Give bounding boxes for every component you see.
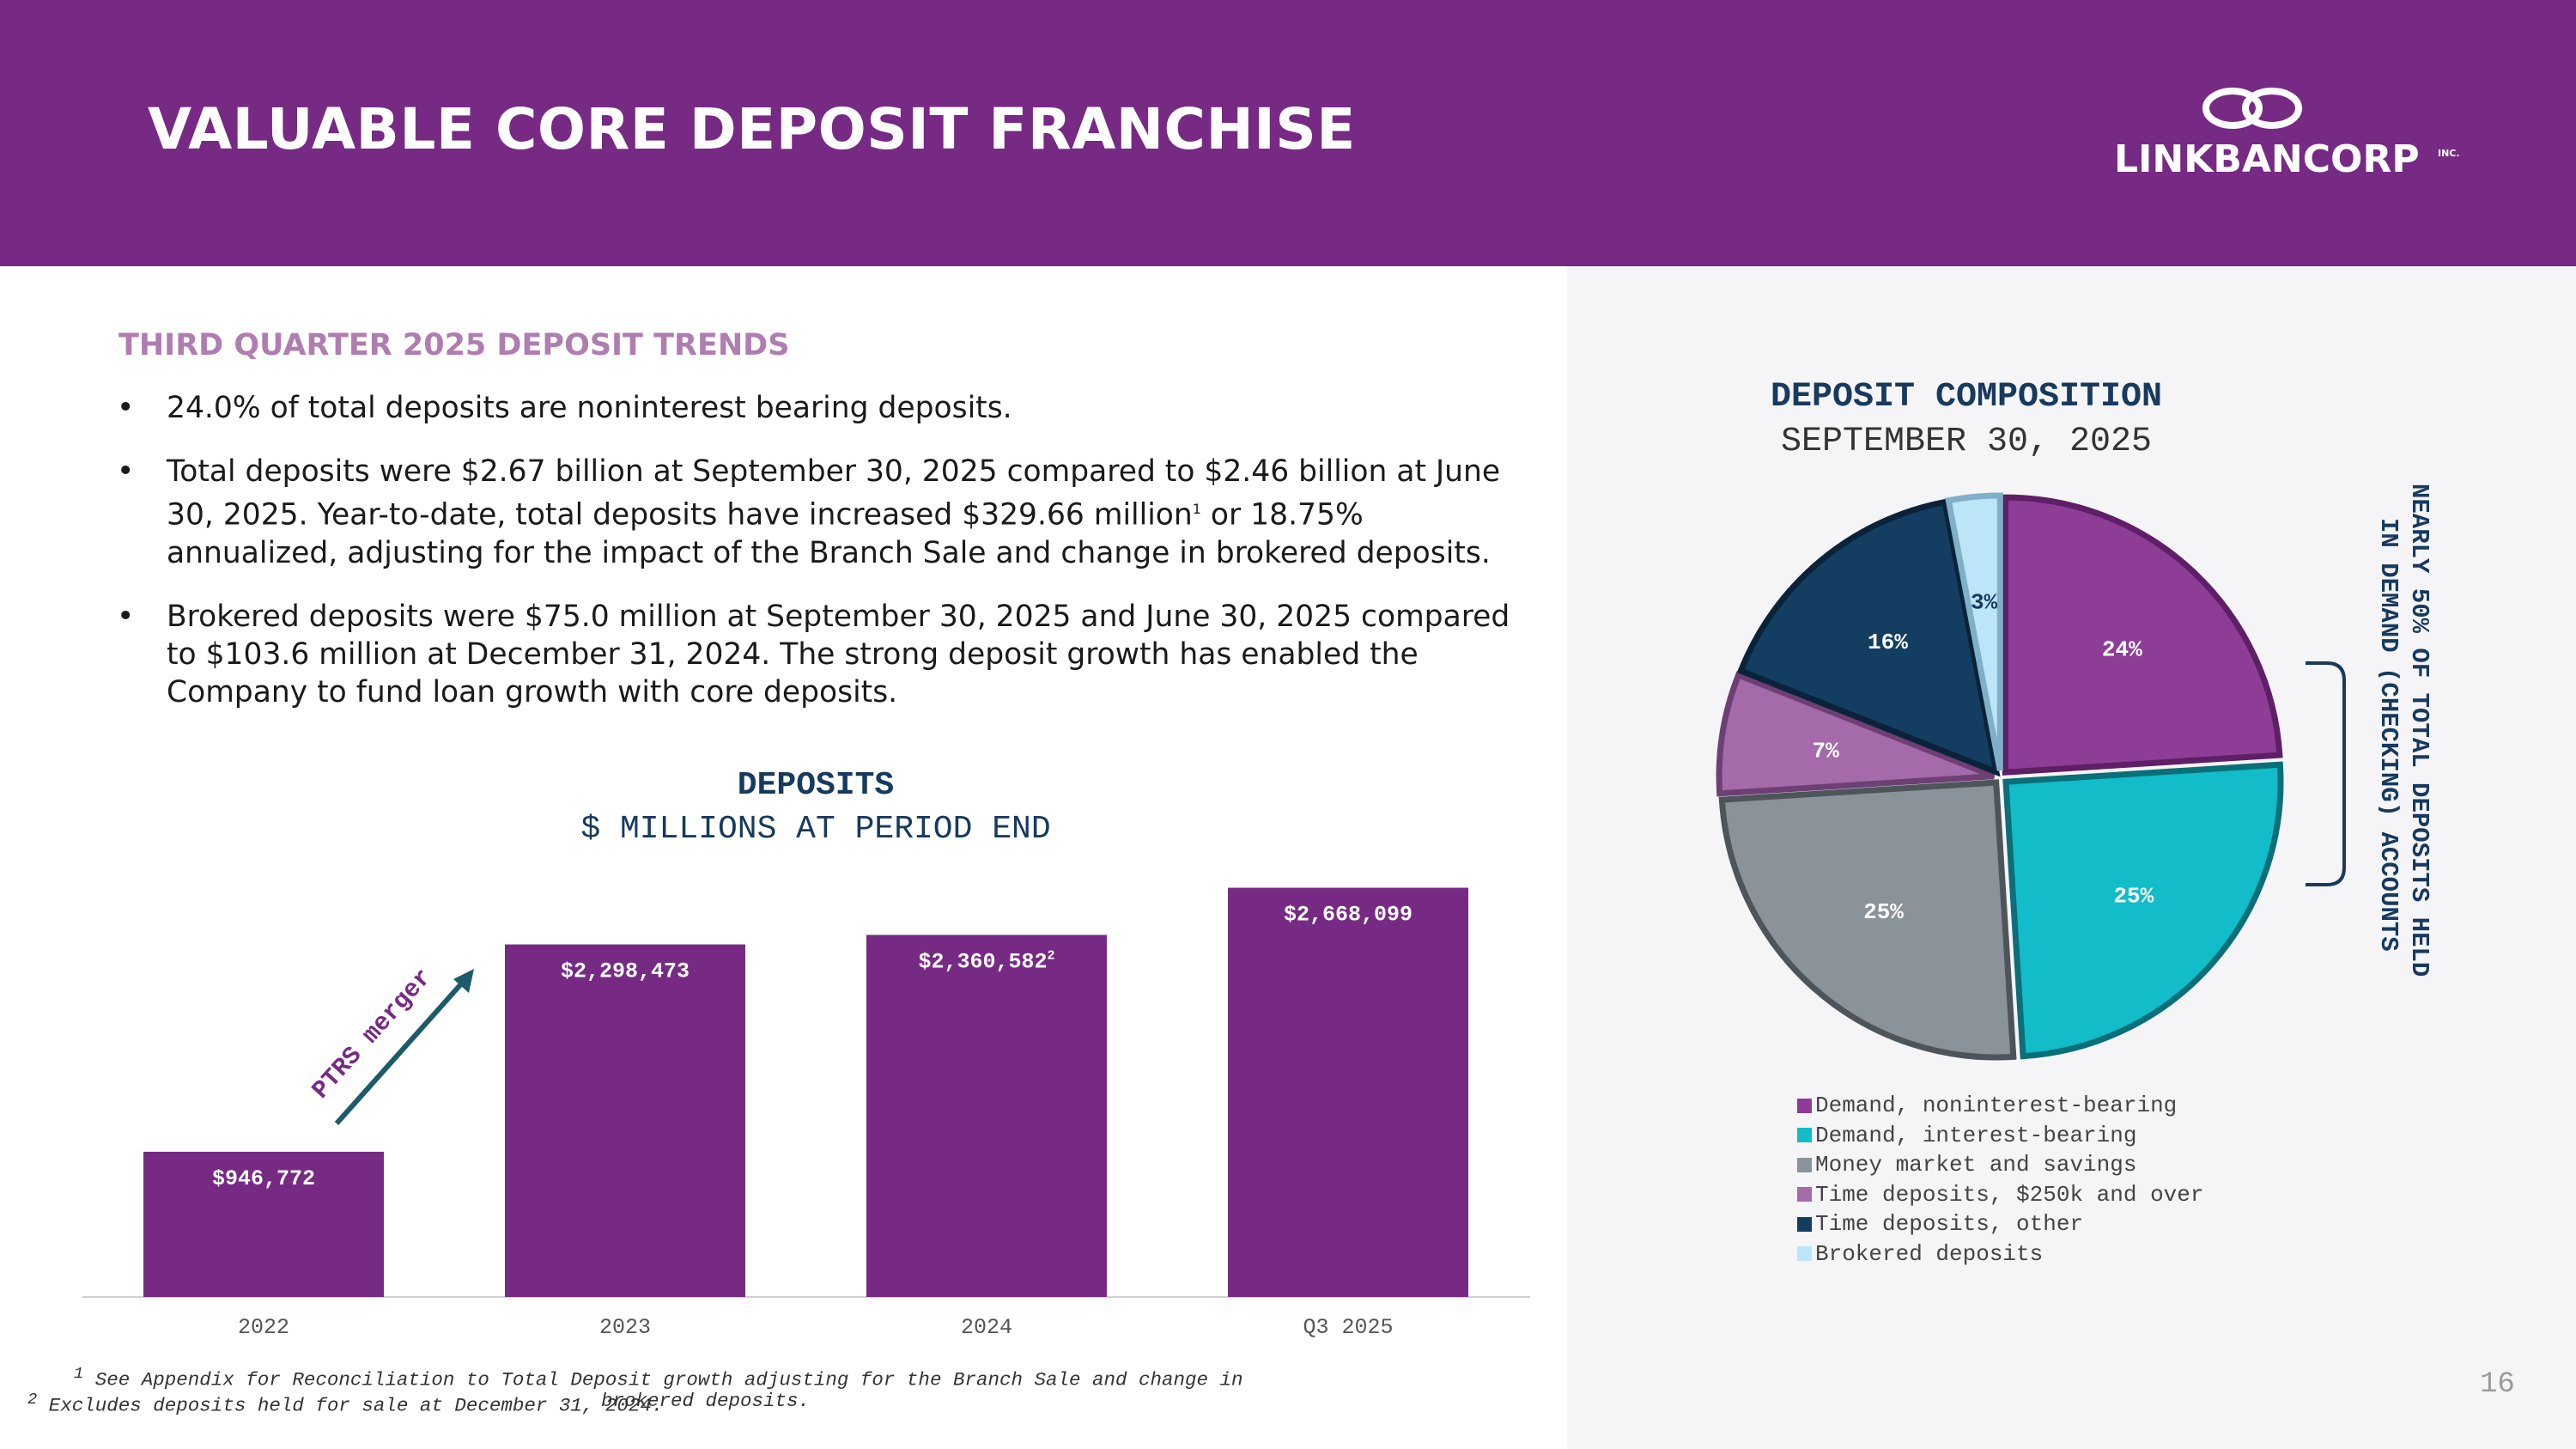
x-tick-label: 2022 <box>238 1315 289 1340</box>
legend-item: Demand, noninterest-bearing <box>1797 1091 2203 1121</box>
section-heading: THIRD QUARTER 2025 DEPOSIT TRENDS <box>118 328 790 362</box>
bar-label-superscript: 2 <box>1048 948 1055 963</box>
pie-slice <box>1736 498 2001 777</box>
page-number: 16 <box>2480 1368 2515 1401</box>
legend-item: Brokered deposits <box>1797 1239 2203 1269</box>
trends-bullet-list: • 24.0% of total deposits are noninteres… <box>112 389 1520 737</box>
legend-swatch <box>1797 1098 1812 1113</box>
legend-swatch <box>1797 1216 1812 1232</box>
bar <box>505 944 745 1297</box>
legend-label: Demand, noninterest-bearing <box>1815 1093 2178 1119</box>
pie-data-label: 3% <box>1971 590 1998 616</box>
pie-data-label: 25% <box>2113 883 2154 909</box>
bullet-text: Total deposits were $2.67 billion at Sep… <box>167 454 1501 533</box>
legend-item: Demand, interest-bearing <box>1797 1121 2203 1151</box>
logo-inc: INC. <box>2438 148 2460 159</box>
bar-data-label: $2,298,473 <box>561 959 690 984</box>
bar-data-label: $2,360,5822 <box>918 948 1054 974</box>
x-tick-label: 2024 <box>961 1315 1012 1340</box>
pie-data-label: 24% <box>2102 637 2142 663</box>
demand-bracket <box>2306 661 2346 886</box>
page-title: VALUABLE CORE DEPOSIT FRANCHISE <box>148 96 1356 162</box>
pie-slice <box>1945 492 2003 771</box>
side-note: NEARLY 50% OF TOTAL DEPOSITS HELD IN DEM… <box>2379 484 2433 977</box>
pie-slice <box>1716 671 1996 797</box>
legend-swatch <box>1797 1246 1812 1262</box>
bullet-item: • Total deposits were $2.67 billion at S… <box>112 453 1520 572</box>
merger-arrow-head <box>453 969 474 993</box>
footnote-number: 1 <box>74 1364 84 1383</box>
bullet-item: • 24.0% of total deposits are noninteres… <box>112 389 1520 427</box>
deposits-bar-chart: $946,772 2022 $2,298,473 2023 $2,360,5822 202… <box>82 887 1530 1340</box>
bar-chart-subtitle: $ MILLIONS AT PERIOD END <box>580 811 1051 848</box>
merger-arrow <box>334 977 468 1125</box>
footnote-number: 2 <box>27 1390 38 1409</box>
legend-label: Brokered deposits <box>1815 1240 2044 1267</box>
x-tick-label: Q3 2025 <box>1303 1315 1393 1340</box>
footnote-1: 1 See Appendix for Reconciliation to Tot… <box>74 1364 1243 1391</box>
legend-swatch <box>1797 1157 1812 1172</box>
footnote-ref: 1 <box>1192 501 1201 517</box>
bullet-symbol: • <box>117 599 135 634</box>
legend-item: Money market and savings <box>1797 1150 2203 1180</box>
pie-slice <box>2002 761 2284 1060</box>
footnote-1-continued: brokered deposits. <box>601 1390 811 1412</box>
logo-wordmark: LINKBANCORP <box>2114 137 2420 181</box>
bullet-text: or 18.75% annualized, adjusting for the … <box>167 497 1491 570</box>
bullet-text: Brokered deposits were $75.0 million at … <box>167 599 1510 709</box>
legend-item: Time deposits, other <box>1797 1209 2203 1239</box>
side-note-line2: IN DEMAND (CHECKING) ACCOUNTS <box>2379 518 2403 952</box>
bullet-item: • Brokered deposits were $75.0 million a… <box>112 598 1520 711</box>
bullet-symbol: • <box>117 454 135 489</box>
bar <box>1228 887 1468 1297</box>
bar <box>866 935 1107 1297</box>
bar-data-label: $2,668,099 <box>1284 903 1413 928</box>
pie-chart-title: DEPOSIT COMPOSITION <box>1770 378 2163 417</box>
pie-data-label: 25% <box>1863 899 1904 925</box>
legend-swatch <box>1797 1187 1812 1202</box>
bar <box>143 1151 384 1297</box>
pie-chart-subtitle: SEPTEMBER 30, 2025 <box>1780 423 2153 461</box>
legend-swatch <box>1797 1128 1812 1143</box>
legend-label: Time deposits, $250k and over <box>1815 1181 2204 1208</box>
pie-data-label: 7% <box>1813 739 1840 764</box>
x-tick-label: 2023 <box>599 1315 651 1340</box>
bar-chart-title: DEPOSITS <box>737 767 895 804</box>
pie-data-label: 16% <box>1868 630 1908 655</box>
legend-label: Time deposits, other <box>1815 1211 2084 1238</box>
legend-item: Time deposits, $250k and over <box>1797 1180 2203 1210</box>
legend-label: Demand, interest-bearing <box>1815 1122 2137 1148</box>
bullet-text: 24.0% of total deposits are noninterest … <box>167 391 1012 425</box>
footnote-text: Excludes deposits held for sale at Decem… <box>48 1394 664 1417</box>
legend-label: Money market and savings <box>1815 1152 2137 1178</box>
linkbancorp-logo-icon <box>2202 88 2302 129</box>
header-banner <box>0 0 2576 266</box>
bar-data-label: $946,772 <box>212 1166 315 1191</box>
pie-slice <box>2002 494 2283 776</box>
pie-legend: Demand, noninterest-bearing Demand, inter… <box>1797 1091 2203 1269</box>
deposit-composition-pie-chart: 24% 25% 25% 7% 16% 3% <box>1716 492 2346 1061</box>
side-note-line1: NEARLY 50% OF TOTAL DEPOSITS HELD <box>2405 484 2433 977</box>
footnote-text: See Appendix for Reconciliation to Total… <box>94 1368 1243 1391</box>
footnote-2: 2 Excludes deposits held for sale at Dec… <box>27 1390 663 1417</box>
bullet-symbol: • <box>117 391 135 425</box>
pie-slice <box>1718 779 2017 1061</box>
